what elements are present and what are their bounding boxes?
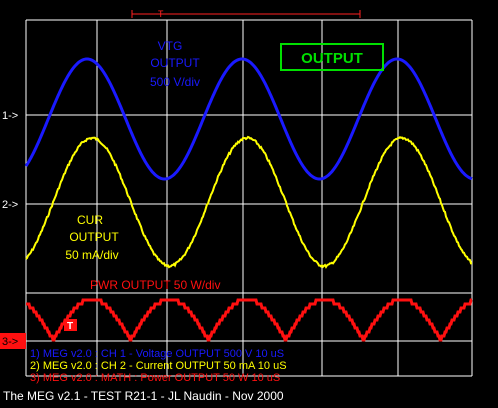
channel-3-marker-bg	[0, 333, 26, 349]
output-box	[280, 43, 384, 71]
footer-caption: The MEG v2.1 - TEST R21-1 - JL Naudin - …	[0, 385, 498, 408]
vtg-label-line2: OUTPUT	[150, 56, 200, 70]
channel-3-power-trace	[26, 298, 473, 342]
status-line-ch1: 1) MEG v2.0 : CH 1 - Voltage OUTPUT 500 …	[30, 348, 284, 360]
status-line-ch2: 2) MEG v2.0 : CH 2 - Current OUTPUT 50 m…	[30, 360, 287, 372]
trigger-marker-bg	[64, 319, 77, 331]
channel-1-voltage-trace	[24, 57, 473, 181]
channel-3-marker[interactable]: 3->	[2, 336, 18, 348]
channel-2-current-trace	[25, 135, 472, 269]
trigger-top-marker: T	[158, 10, 164, 20]
vtg-label-line1: VTG	[158, 39, 183, 53]
cur-label-line2: OUTPUT	[69, 230, 119, 244]
trigger-position-bracket: T	[131, 10, 361, 20]
output-box-label: OUTPUT	[301, 50, 363, 67]
pwr-label: PWR OUTPUT 50 W/div	[90, 278, 220, 292]
trigger-level-marker[interactable]: T	[67, 321, 73, 332]
graticule-grid	[25, 19, 473, 377]
channel-2-marker[interactable]: 2->	[2, 199, 18, 211]
vtg-label-line3: 500 V/div	[150, 75, 200, 89]
cur-label-line1: CUR	[77, 213, 103, 227]
status-line-ch3: 3) MEG v2.0 : MATH : Power OUTPUT 50 W 1…	[30, 372, 280, 384]
cur-label-line3: 50 mA/div	[65, 248, 118, 262]
channel-1-marker[interactable]: 1->	[2, 110, 18, 122]
